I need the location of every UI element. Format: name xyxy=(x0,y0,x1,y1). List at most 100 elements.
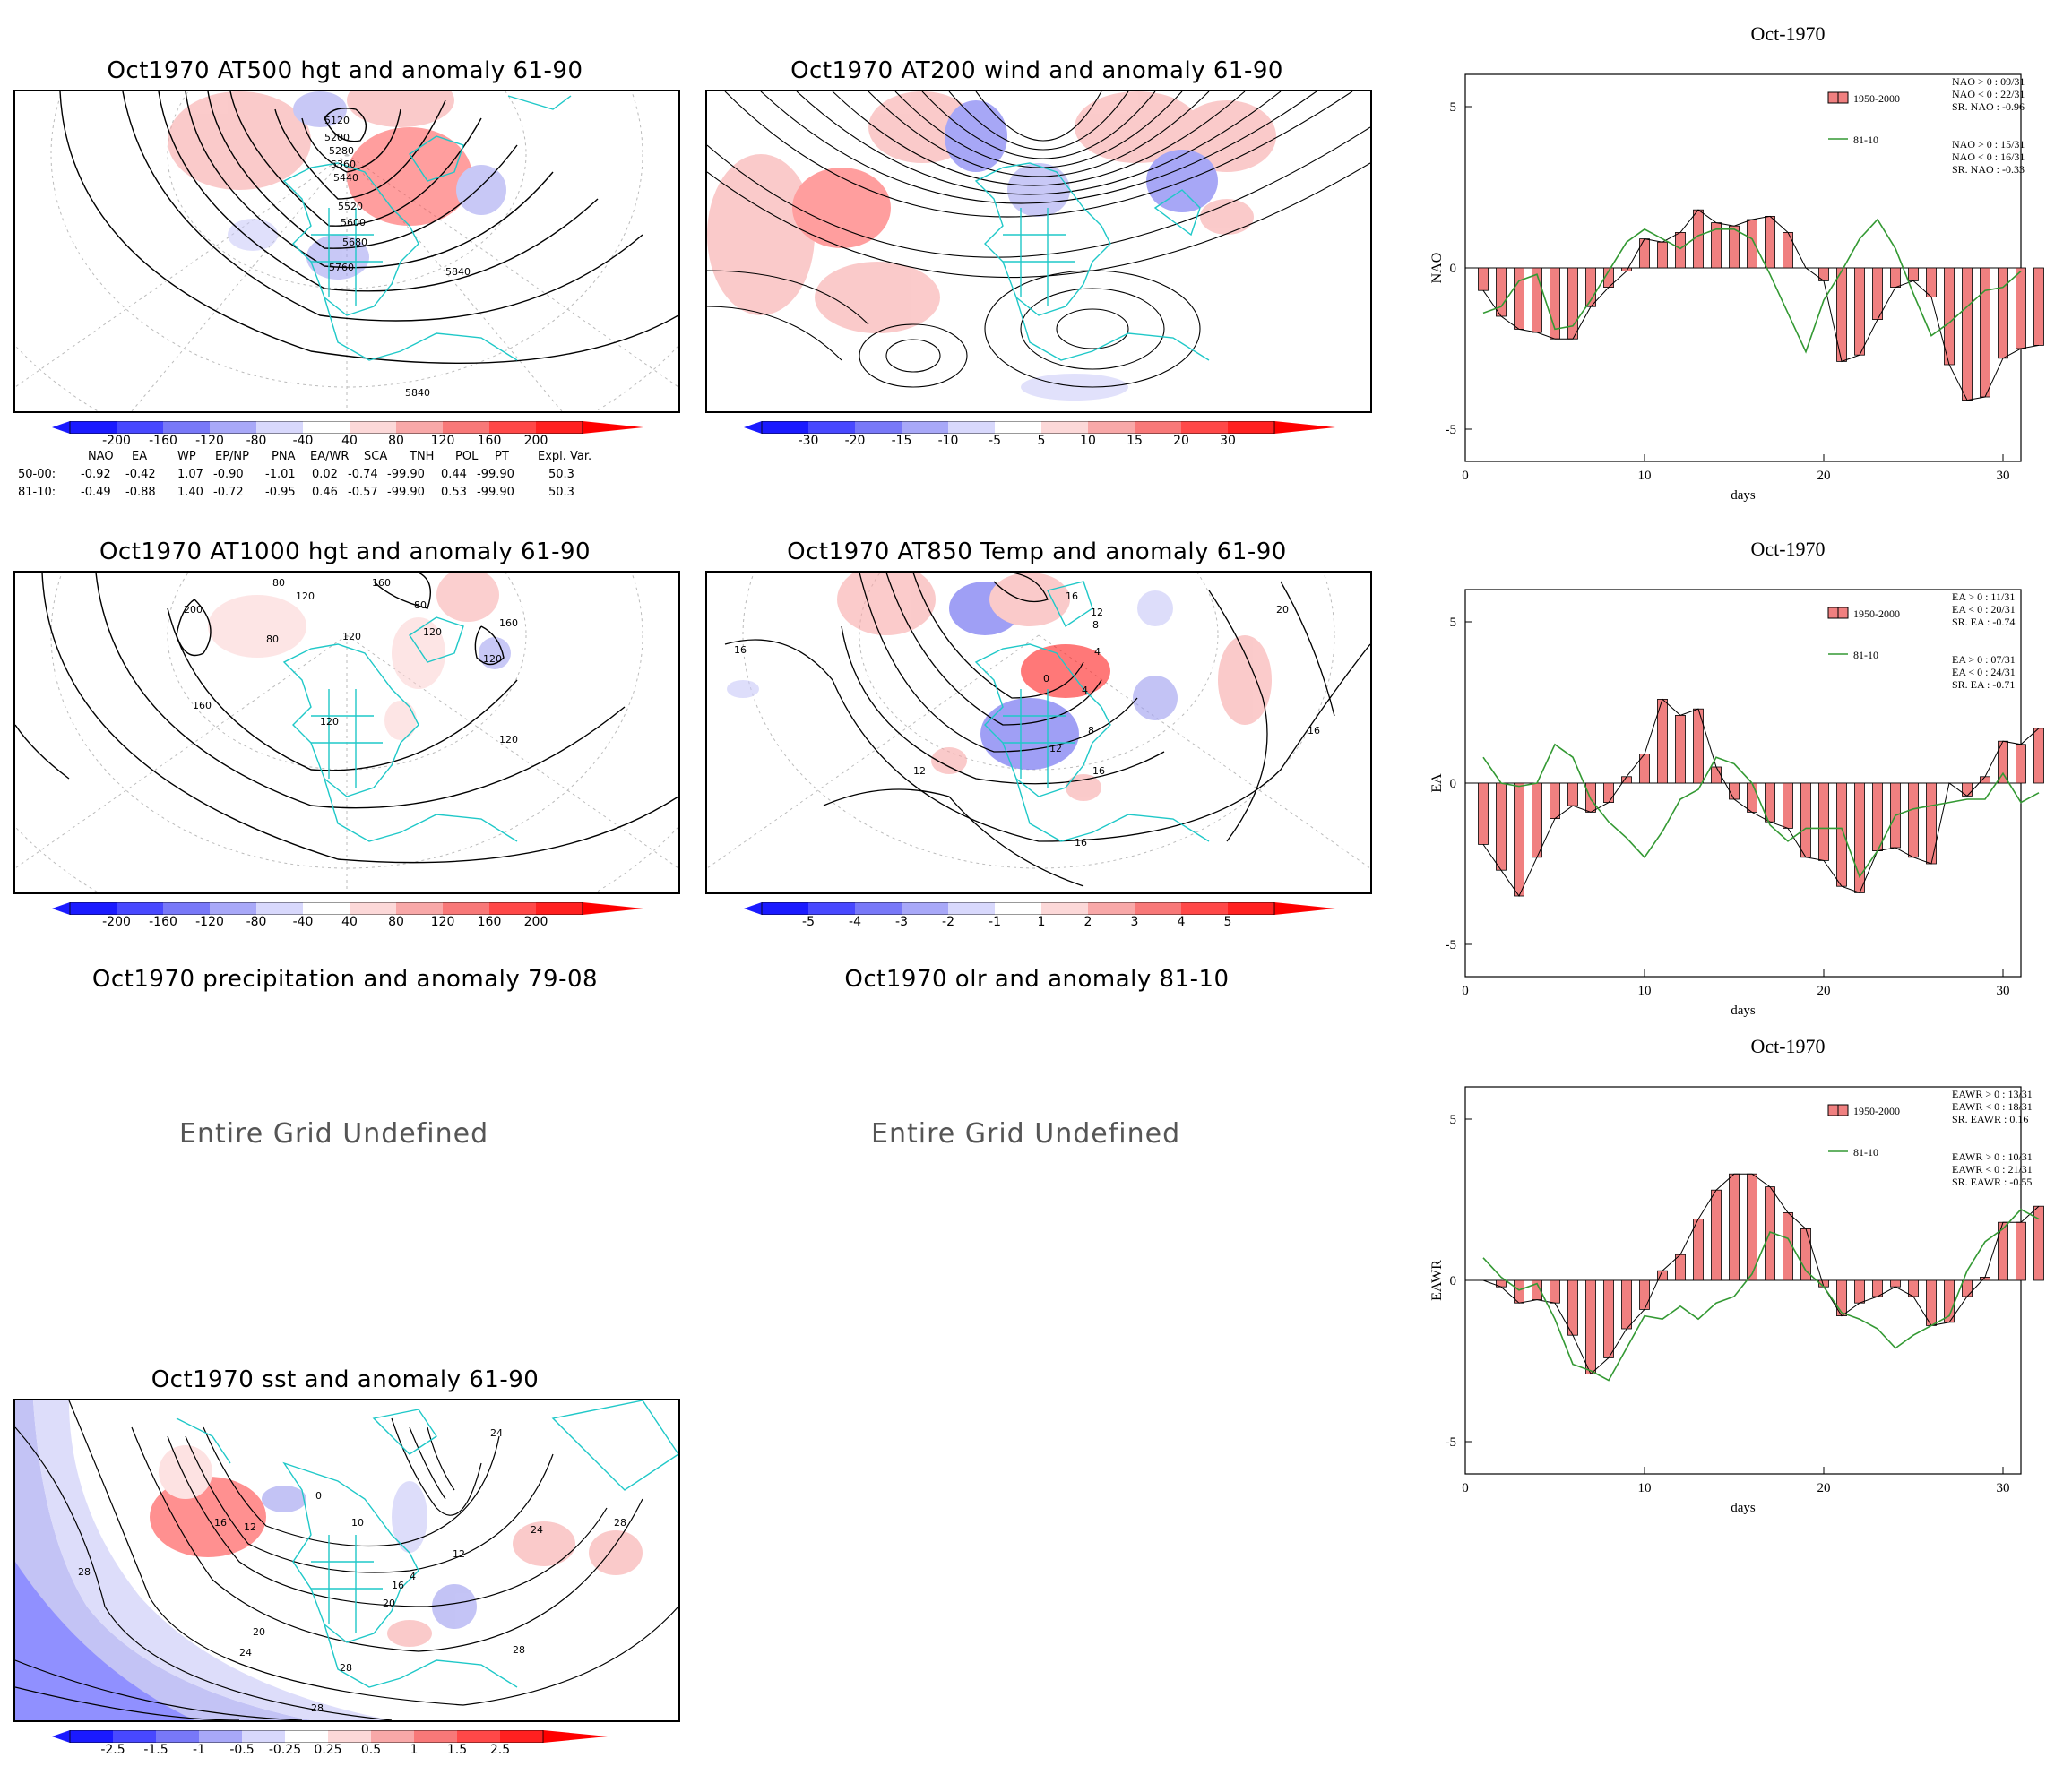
x-tick-label: 10 xyxy=(1638,1481,1652,1495)
bar xyxy=(1926,267,1937,297)
bar xyxy=(1854,1279,1865,1304)
bar xyxy=(1926,1279,1937,1326)
bar xyxy=(1567,782,1578,806)
svg-text:12: 12 xyxy=(453,1548,465,1560)
legend-stat: SR. NAO : -0.96 xyxy=(1952,100,2025,113)
svg-text:20: 20 xyxy=(383,1598,395,1609)
colorbar-labels-sst: -2.5 -1.5 -1 -0.5 -0.25 0.25 0.5 1 1.5 2.5 xyxy=(100,1743,511,1757)
bar xyxy=(1621,1279,1632,1330)
map-title-precip: Oct1970 precipitation and anomaly 79-08 xyxy=(91,966,599,993)
legend-line-label: 81-10 xyxy=(1853,1146,1878,1159)
map-title-sst: Oct1970 sst and anomaly 61-90 xyxy=(151,1366,540,1393)
bar-outline-line xyxy=(1482,698,2040,898)
contour-label: 5200 xyxy=(324,132,350,143)
legend-stat: EAWR < 0 : 18/31 xyxy=(1952,1100,2033,1113)
bar xyxy=(1890,267,1901,289)
y-axis-label: EAWR xyxy=(1429,1260,1445,1301)
svg-text:8: 8 xyxy=(1092,619,1099,631)
svg-text:10: 10 xyxy=(351,1517,364,1529)
bar xyxy=(1765,215,1775,269)
bar xyxy=(1908,267,1919,281)
y-tick-label: -5 xyxy=(1446,423,1457,437)
svg-text:4: 4 xyxy=(410,1571,416,1582)
legend-line-label: 81-10 xyxy=(1853,649,1878,661)
series-line xyxy=(1482,1208,2040,1382)
bar xyxy=(1962,267,1973,401)
table-row-label: 50-00: xyxy=(18,468,56,481)
x-axis-label: days xyxy=(1731,488,1756,503)
bar xyxy=(1567,267,1578,340)
bar xyxy=(1872,782,1883,851)
x-tick-label: 30 xyxy=(1997,1481,2010,1495)
x-tick-label: 20 xyxy=(1817,984,1831,998)
svg-text:16: 16 xyxy=(1075,837,1087,849)
contour-label: 5120 xyxy=(324,115,350,126)
legend-stat: SR. NAO : -0.33 xyxy=(1952,163,2025,176)
bar xyxy=(1496,782,1507,871)
bar xyxy=(1711,1189,1722,1281)
table-header: PNA xyxy=(272,450,296,463)
svg-text:20: 20 xyxy=(253,1626,265,1638)
svg-text:28: 28 xyxy=(614,1517,626,1529)
legend-bar-label: 1950-2000 xyxy=(1853,1105,1900,1117)
bar xyxy=(1872,267,1883,320)
legend-stat: EA > 0 : 11/31 xyxy=(1952,590,2015,603)
svg-text:16: 16 xyxy=(734,644,747,656)
svg-text:120: 120 xyxy=(499,734,518,745)
bar xyxy=(1747,219,1757,269)
x-tick-label: 20 xyxy=(1817,1481,1831,1495)
bar xyxy=(1908,1279,1919,1297)
chart-title: Oct-1970 xyxy=(1750,1035,1825,1057)
svg-text:120: 120 xyxy=(483,653,502,665)
map-t850: 16 16 12 8 4 0 4 8 12 16 16 20 16 12 xyxy=(705,571,1372,894)
bar xyxy=(2033,1205,2044,1281)
y-tick-label: -5 xyxy=(1446,1435,1457,1450)
svg-text:24: 24 xyxy=(531,1524,543,1536)
bar xyxy=(1567,1279,1578,1336)
y-tick-label: 5 xyxy=(1450,100,1457,115)
x-tick-label: 30 xyxy=(1997,984,2010,998)
table-header: NAO xyxy=(88,450,114,463)
bar xyxy=(1980,267,1990,398)
legend-stat: NAO < 0 : 22/31 xyxy=(1952,88,2025,100)
bar xyxy=(1800,782,1811,858)
bar xyxy=(1854,267,1865,356)
map-sst: 16 12 28 24 20 28 28 24 28 28 24 12 16 2… xyxy=(13,1399,680,1722)
bar xyxy=(1675,231,1686,269)
svg-text:12: 12 xyxy=(913,765,926,777)
contour-label: 5520 xyxy=(338,201,363,212)
x-axis-label: days xyxy=(1731,1004,1756,1018)
table-header: EP/NP xyxy=(215,450,249,463)
svg-text:160: 160 xyxy=(499,617,518,629)
svg-text:16: 16 xyxy=(1092,765,1105,777)
map-title-hgt500: Oct1970 AT500 hgt and anomaly 61-90 xyxy=(107,57,583,84)
colorbar-labels-hgt1000: -200 -160 -120 -80 -40 40 80 120 160 200 xyxy=(102,915,548,929)
bar xyxy=(1836,782,1847,887)
bar-outline-line xyxy=(1482,1173,2040,1375)
svg-text:12: 12 xyxy=(1049,743,1062,754)
y-tick-label: 5 xyxy=(1450,1113,1457,1127)
bar xyxy=(1639,238,1650,269)
svg-text:120: 120 xyxy=(423,626,442,638)
series-line xyxy=(1482,743,2040,879)
svg-text:24: 24 xyxy=(239,1647,252,1658)
teleconnection-table: NAO EA WP EP/NP PNA EA/WR SCA TNH POL PT… xyxy=(18,450,592,499)
x-tick-label: 10 xyxy=(1638,469,1652,483)
bar xyxy=(2016,267,2026,349)
colorbar-t850 xyxy=(744,902,1335,915)
bar xyxy=(1998,267,2008,359)
svg-text:28: 28 xyxy=(513,1644,525,1656)
svg-text:12: 12 xyxy=(244,1521,256,1533)
x-axis-label: days xyxy=(1731,1501,1756,1515)
legend-bar-label: 1950-2000 xyxy=(1853,607,1900,620)
bar xyxy=(2016,744,2026,784)
svg-text:80: 80 xyxy=(414,599,427,611)
colorbar-wind200 xyxy=(744,421,1335,434)
svg-text:24: 24 xyxy=(490,1427,503,1439)
index-chart-eawr: Oct-1970 5 0 -5 0 10 20 30 EAWR days 1950-2000 EAWR… xyxy=(1425,1026,2052,1528)
map-title-wind200: Oct1970 AT200 wind and anomaly 61-90 xyxy=(790,57,1283,84)
legend-stat: SR. EAWR : 0.16 xyxy=(1952,1113,2028,1125)
y-axis-label: EA xyxy=(1429,773,1445,793)
legend-stat: SR. EAWR : -0.55 xyxy=(1952,1176,2032,1188)
